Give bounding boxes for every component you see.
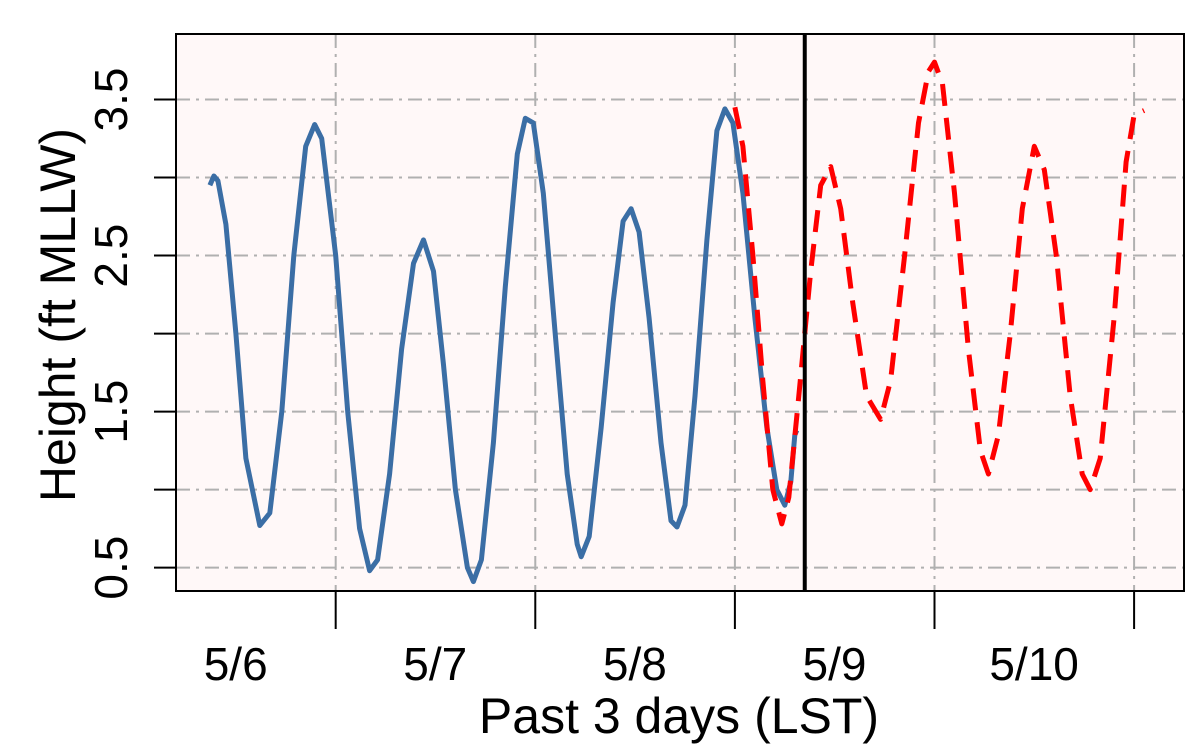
x-tick-label: 5/6 [204, 638, 268, 690]
x-axis-title: Past 3 days (LST) [479, 688, 879, 744]
observed-series-line [207, 106, 800, 585]
x-axis: 5/6 5/7 5/8 5/9 5/10 [204, 591, 1136, 690]
y-tick-label: 1.5 [85, 380, 137, 444]
y-tick-label: 0.5 [85, 536, 137, 600]
y-axis: 0.5 1.5 2.5 3.5 [85, 68, 176, 600]
plot-frame [175, 33, 1185, 592]
y-axis-title: Height (ft MLLW) [30, 128, 86, 502]
x-tick-label: 5/8 [603, 638, 667, 690]
plot-panel-background [176, 34, 1184, 591]
x-tick-label: 5/7 [403, 638, 467, 690]
predicted-series-line [732, 59, 1146, 527]
x-tick-label: 5/10 [989, 638, 1079, 690]
x-tick-label: 5/9 [803, 638, 867, 690]
series-lines [207, 59, 1146, 585]
y-tick-label: 3.5 [85, 68, 137, 132]
y-tick-label: 2.5 [85, 224, 137, 288]
